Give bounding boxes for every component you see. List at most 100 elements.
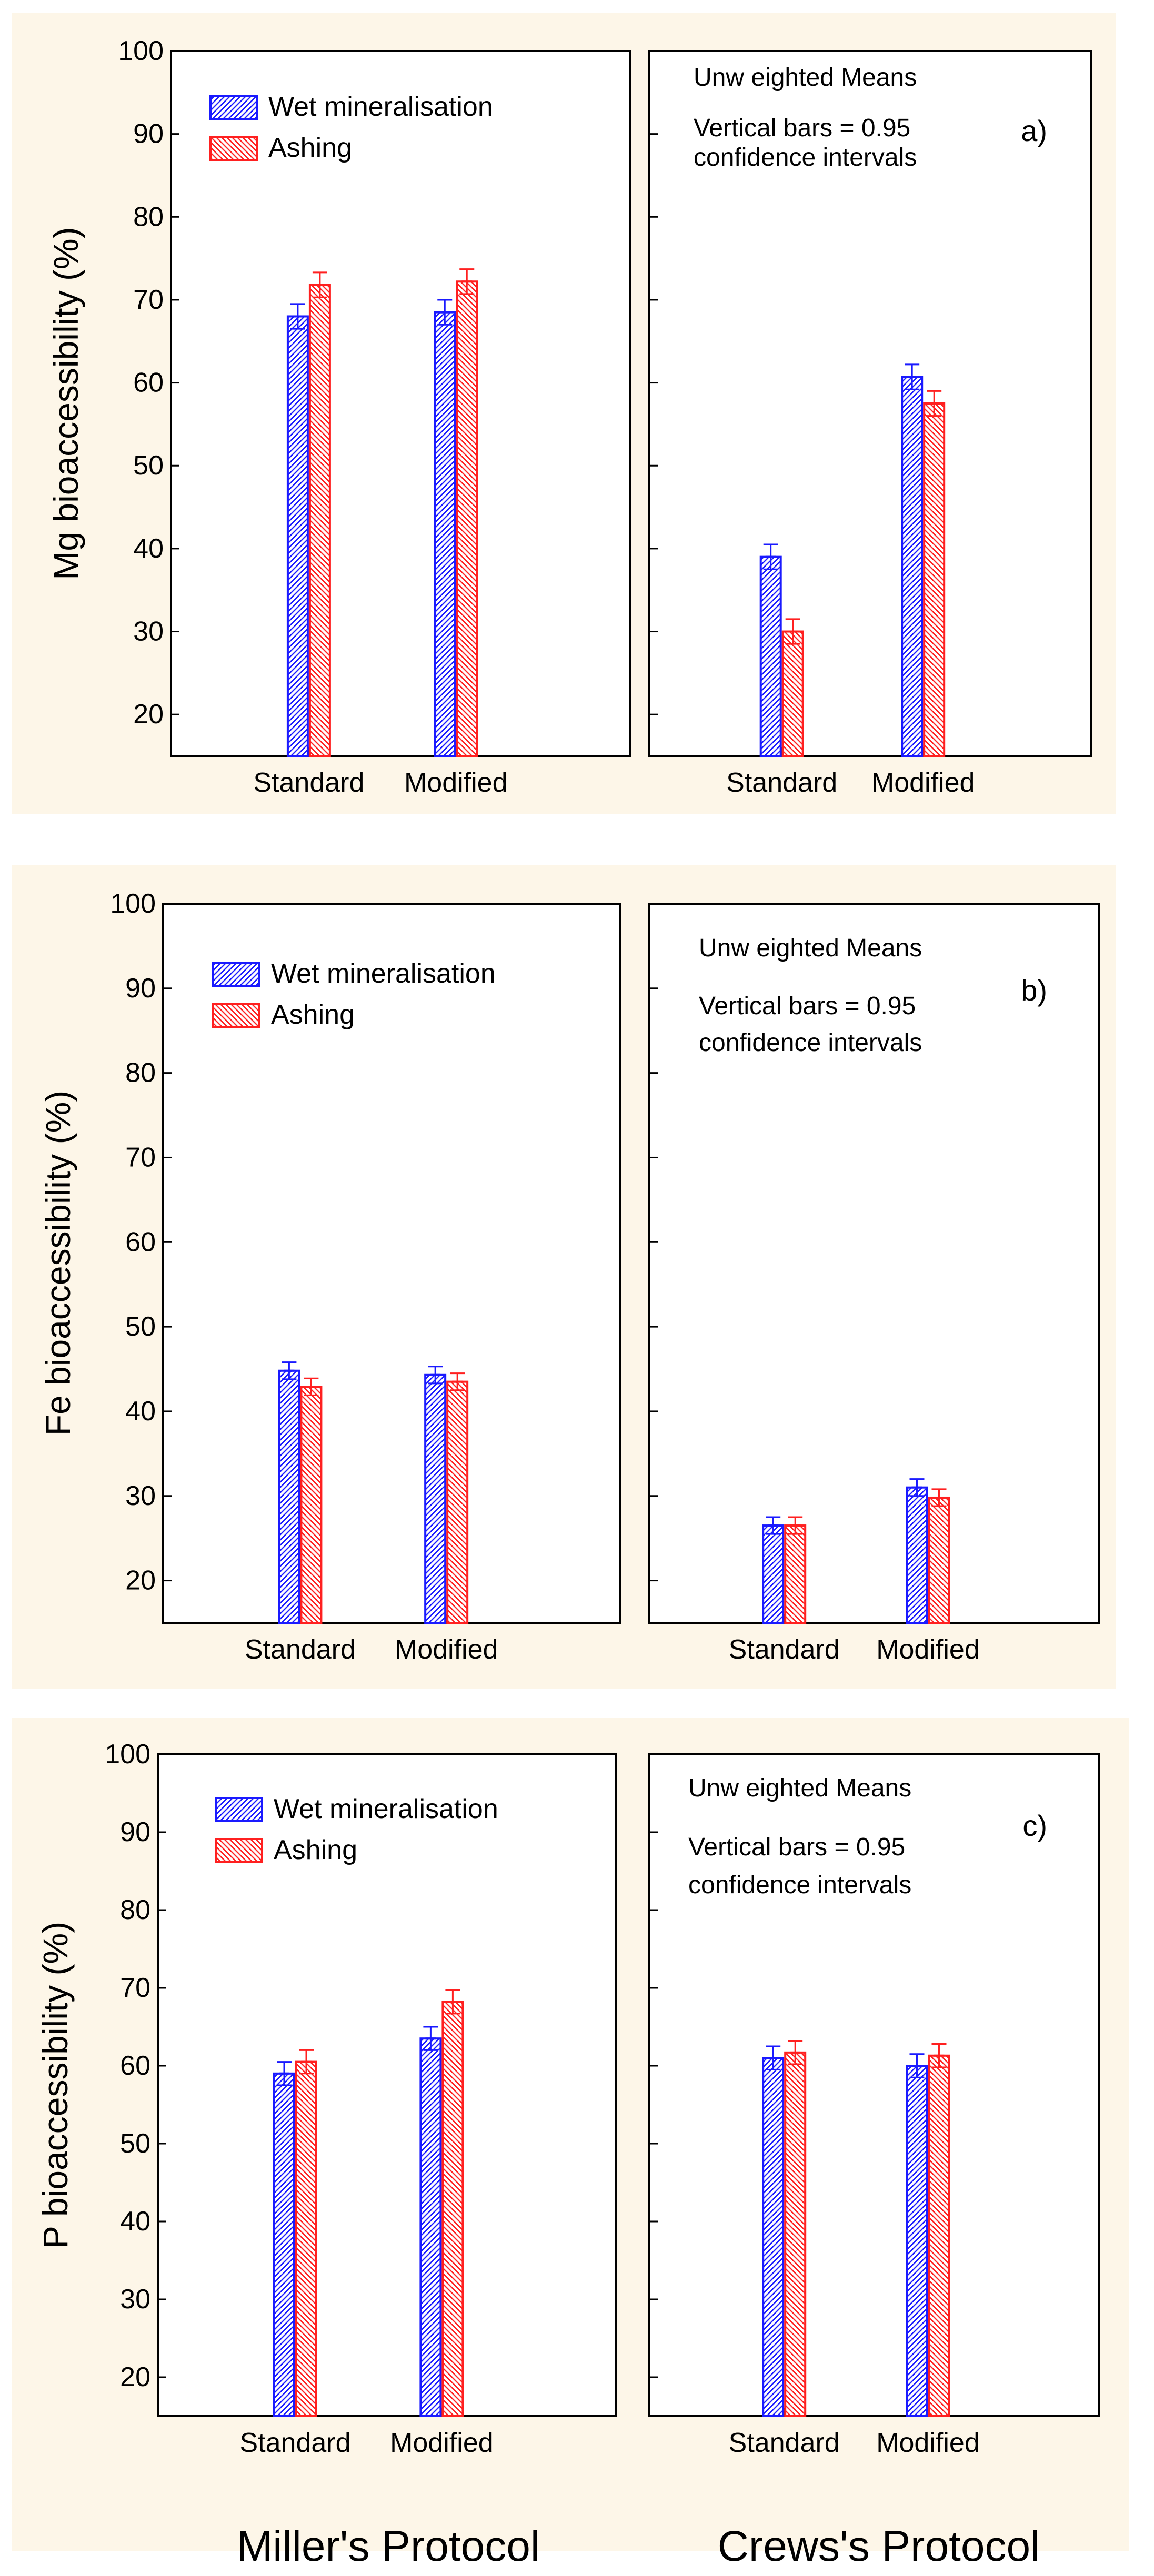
subplot-miller: 20 30 40 50 60 70 80 90 100 Standard Modified [105,1739,617,2458]
bar-wet [273,2072,295,2418]
y-tick-label: 70 [125,1142,156,1173]
annotation: Unw eighted Means Vertical bars = 0.95 con… [688,1774,911,1899]
bar-ashing [295,2060,317,2418]
panel-tag: b) [1021,974,1047,1007]
legend-label: Wet mineralisation [274,1794,498,1824]
legend-label: Ashing [268,133,352,163]
panel-b: Fe bioaccessibility (%) 20 30 40 50 60 70 80 90 1… [12,865,1116,1689]
legend: Wet mineralisation Ashing [215,1794,498,1865]
bar-ashing [928,1496,950,1624]
annotation-line: Vertical bars = 0.95 [699,992,916,1020]
y-tick-label: 90 [133,119,164,149]
panel-c: P bioaccessibility (%) 20 30 40 50 60 70 80 90 10… [12,1718,1129,2551]
legend-label: Ashing [274,1835,357,1865]
bar-wet [762,2057,785,2417]
legend-swatch-ashing [212,1003,260,1028]
x-tick-label: Standard [253,767,364,798]
x-tick-label: Modified [876,1634,980,1665]
legend-swatch-ashing [209,136,258,161]
y-tick-label: 100 [110,888,156,919]
y-tick-label: 60 [125,1227,156,1257]
y-tick-label: 60 [120,2050,150,2081]
bar-ashing [300,1386,323,1624]
x-tick-label: Standard [726,767,837,798]
y-tick-label: 90 [125,973,156,1004]
annotation-line: Vertical bars = 0.95 [694,114,910,142]
plot-area [648,50,1092,757]
y-tick-label: 50 [133,450,164,481]
bar-wet [901,376,924,757]
y-tick-label: 30 [125,1481,156,1511]
y-tick-label: 70 [133,285,164,315]
bar-ashing [781,630,804,757]
annotation: Unw eighted Means Vertical bars = 0.95con… [694,64,917,171]
y-tick-label: 50 [120,2128,150,2159]
footer-right-label: Crews's Protocol [718,2522,1040,2570]
y-tick-label: 60 [133,368,164,398]
bar-ashing [308,284,331,757]
y-tick-label: 90 [120,1817,150,1847]
bar-ashing [446,1380,469,1624]
y-tick-label: 20 [120,2362,150,2392]
legend-label: Wet mineralisation [268,92,493,122]
y-tick-label: 40 [133,533,164,564]
bar-ashing [456,280,478,757]
y-tick-label: 30 [133,617,164,647]
y-axis-label: Fe bioaccessibility (%) [38,1090,77,1436]
bar-ashing [923,402,946,757]
y-axis-label: P bioaccessibility (%) [36,1922,75,2249]
x-tick-label: Standard [245,1634,356,1665]
y-tick-label: 100 [105,1739,150,1770]
legend-swatch-wet [212,962,260,987]
legend-swatch-wet [209,95,258,120]
bar-wet [424,1373,447,1624]
x-tick-label: Standard [729,1634,840,1665]
bar-ashing [441,2001,464,2417]
y-axis-label: Mg bioaccessibility (%) [46,227,85,580]
annotation-line: Unw eighted Means [688,1774,911,1802]
annotation-line: Vertical bars = 0.95 [688,1833,905,1861]
y-tick-label: 80 [133,201,164,232]
bar-wet [762,1524,785,1624]
chart-panels: Mg bioaccessibility (%) 20 30 40 50 60 70 80 90 1… [12,13,1129,2551]
plot-area [648,1753,1100,2417]
annotation-line: confidence intervals [688,1871,911,1899]
x-tick-label: Modified [404,767,508,798]
bar-ashing [928,2054,950,2417]
y-tick-label: 80 [125,1058,156,1088]
subplot-crews: Standard Modified [648,903,1100,1665]
x-tick-label: Modified [395,1634,498,1665]
subplot-miller: 20 30 40 50 60 70 80 90 100 Standard Modified [110,888,621,1665]
subplot-miller: 20 30 40 50 60 70 80 90 100 Standard Modified [118,36,631,798]
y-tick-label: 80 [120,1895,150,1925]
panel-tag: a) [1021,114,1047,147]
panel-a: Mg bioaccessibility (%) 20 30 40 50 60 70 80 90 1… [12,13,1116,814]
y-tick-label: 40 [120,2206,150,2237]
bar-ashing [784,2051,807,2418]
legend-label: Ashing [271,999,355,1030]
x-tick-label: Modified [871,767,975,798]
panel-tag: c) [1022,1809,1047,1842]
annotation-line: confidence intervals [694,144,917,171]
y-tick-label: 100 [118,36,164,66]
annotation-line: Unw eighted Means [694,64,917,92]
y-tick-label: 20 [125,1565,156,1596]
legend: Wet mineralisation Ashing [209,92,493,163]
bar-wet [759,555,782,757]
y-tick-label: 70 [120,1973,150,2003]
plot-area [648,903,1100,1624]
bar-wet [906,1486,928,1624]
legend-swatch-wet [215,1797,263,1822]
annotation-line: Unw eighted Means [699,934,922,962]
legend-swatch-ashing [215,1838,263,1863]
bar-ashing [784,1524,807,1624]
y-tick-label: 40 [125,1396,156,1427]
subplot-crews: Standard Modified [648,1753,1100,2458]
footer-left-label: Miller's Protocol [237,2522,540,2570]
y-tick-label: 30 [120,2284,150,2315]
x-tick-label: Modified [876,2428,980,2458]
legend-label: Wet mineralisation [271,958,496,989]
legend: Wet mineralisation Ashing [212,958,496,1030]
